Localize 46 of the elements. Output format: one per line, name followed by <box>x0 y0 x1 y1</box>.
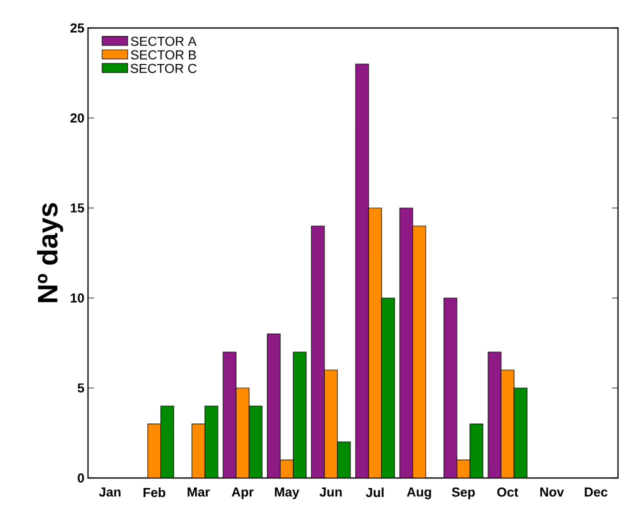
bar <box>280 460 294 478</box>
x-tick-label: Feb <box>144 488 166 498</box>
bar <box>456 460 470 478</box>
x-tick-label: Apr <box>232 488 254 500</box>
bar <box>192 424 206 478</box>
legend-label: SECTOR B <box>130 50 196 60</box>
legend-label: SECTOR C <box>130 64 196 74</box>
legend-label: SECTOR A <box>130 36 197 46</box>
bar <box>488 352 502 478</box>
y-tick-label: 5 <box>78 383 84 393</box>
x-tick-label: Oct <box>497 488 518 497</box>
y-tick-label: 20 <box>70 113 84 123</box>
bar <box>324 370 338 478</box>
bar <box>368 208 382 478</box>
x-tick-label: Sep <box>452 488 475 500</box>
bar <box>204 406 218 478</box>
bar <box>444 298 458 478</box>
x-tick-label: Nov <box>540 488 564 497</box>
bar <box>500 370 514 478</box>
y-axis-title: Nº days <box>37 203 64 302</box>
bar <box>147 424 162 478</box>
x-tick-label: May <box>274 488 300 500</box>
bar <box>355 64 369 478</box>
bar <box>266 334 281 478</box>
bar <box>236 388 250 478</box>
bar <box>292 352 307 478</box>
y-tick-label: 25 <box>70 23 84 33</box>
x-tick-label: Jul <box>366 488 384 498</box>
x-tick-label: Jun <box>320 488 342 497</box>
bar <box>412 226 426 478</box>
y-tick-label: 0 <box>78 473 84 483</box>
x-tick-label: Dec <box>584 488 608 497</box>
y-tick-label: 15 <box>70 203 84 213</box>
bar <box>470 424 484 478</box>
bar <box>514 388 528 478</box>
bar <box>311 226 325 478</box>
bar <box>249 406 262 478</box>
x-tick-label: Aug <box>406 488 432 500</box>
y-tick-label: 10 <box>70 293 84 303</box>
bar <box>381 298 395 478</box>
bar <box>160 406 174 478</box>
x-tick-label: Mar <box>188 488 210 497</box>
bar <box>399 208 414 478</box>
x-tick-label: Jan <box>99 488 120 497</box>
bar <box>337 442 351 478</box>
bar <box>223 352 236 478</box>
